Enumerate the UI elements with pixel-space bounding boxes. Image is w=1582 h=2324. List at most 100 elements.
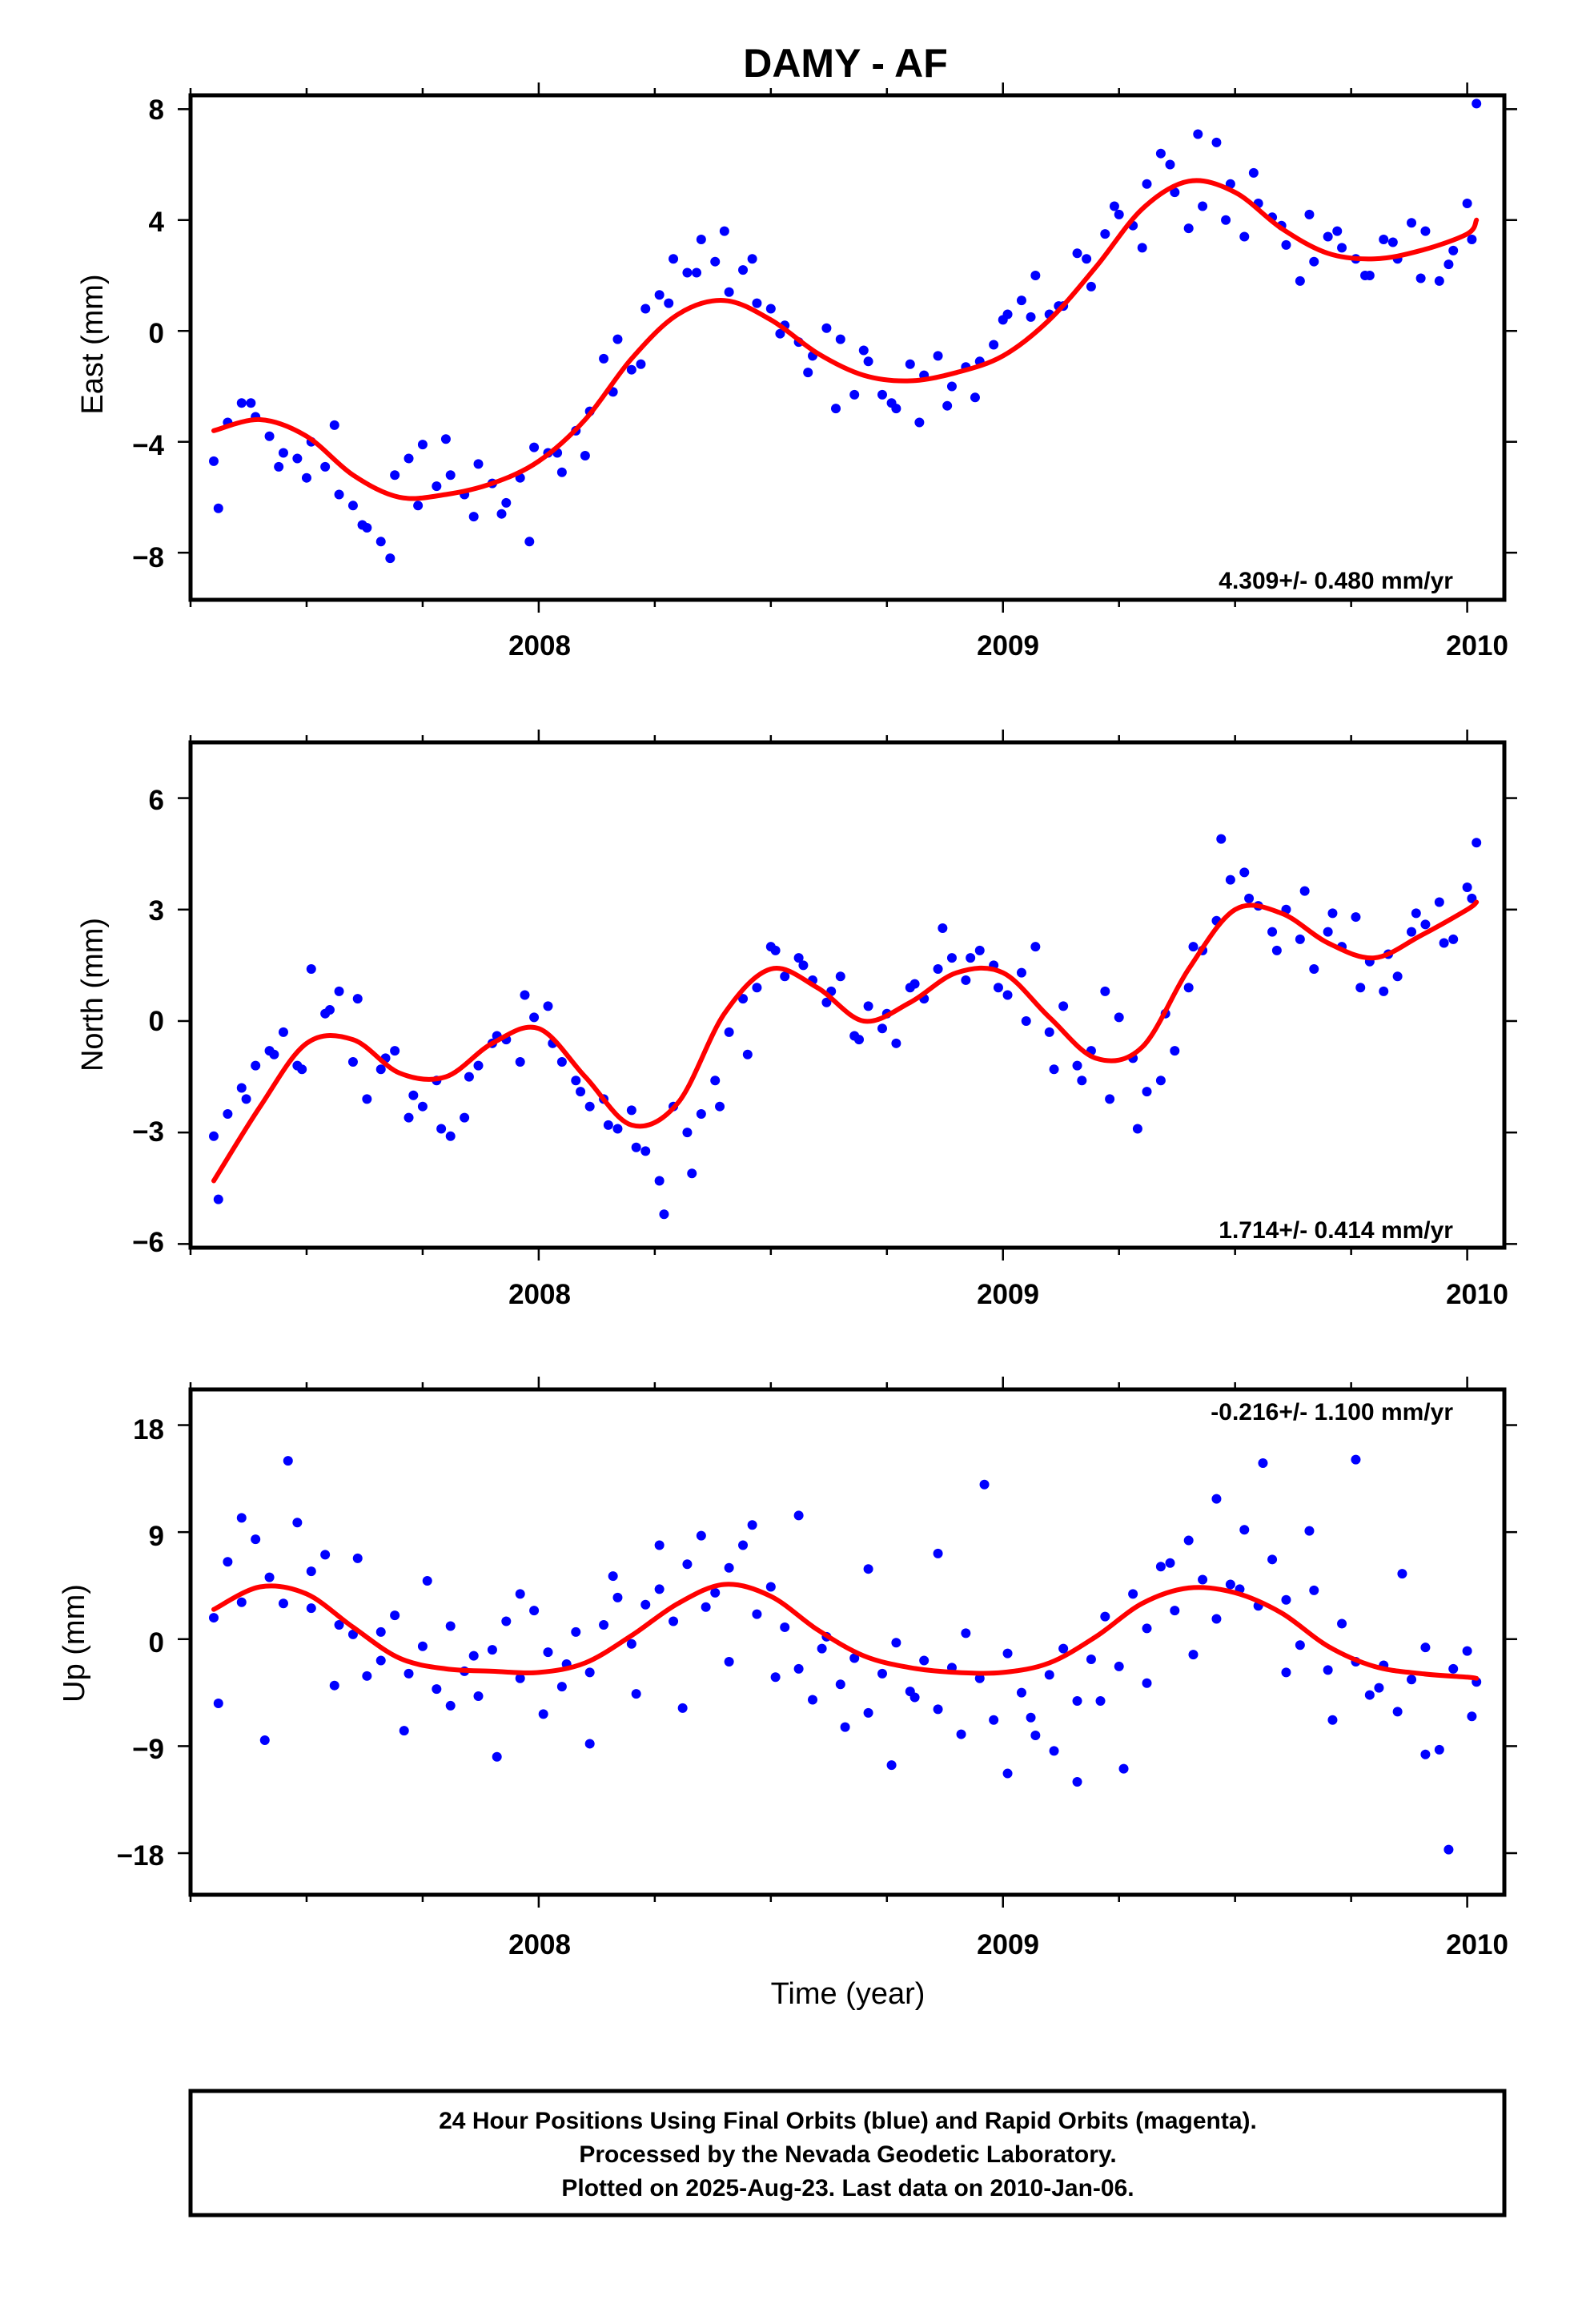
data-point: [863, 1001, 873, 1011]
data-point: [1105, 1094, 1115, 1104]
data-point: [1379, 986, 1389, 996]
data-point: [1462, 1646, 1472, 1656]
data-point: [863, 356, 873, 367]
data-point: [626, 1638, 636, 1649]
data-point: [1058, 1643, 1069, 1654]
data-point: [1100, 1611, 1110, 1622]
data-point: [1434, 897, 1444, 907]
data-point: [515, 1673, 525, 1683]
data-point: [1082, 254, 1092, 264]
data-point: [1244, 893, 1255, 903]
data-point: [654, 1540, 665, 1550]
data-point: [1002, 1768, 1013, 1779]
data-point: [417, 1101, 428, 1112]
data-point: [798, 960, 809, 971]
data-point: [1420, 226, 1431, 236]
data-point: [1030, 271, 1041, 280]
data-point: [1109, 201, 1119, 211]
data-point: [1295, 1640, 1305, 1651]
data-point: [324, 1005, 335, 1015]
data-point: [468, 512, 479, 522]
data-point: [297, 1064, 307, 1075]
data-point: [1058, 1001, 1069, 1011]
data-point: [543, 1001, 553, 1011]
data-point: [738, 1540, 749, 1550]
x-tick-label: 2009: [977, 630, 1039, 661]
data-point: [352, 994, 363, 1004]
y-tick-label: 18: [133, 1414, 164, 1445]
data-point: [692, 267, 702, 278]
data-point: [710, 1076, 721, 1086]
data-point: [1114, 1661, 1124, 1671]
data-point: [223, 1557, 233, 1567]
data-point: [520, 990, 530, 1000]
data-point: [891, 1638, 901, 1648]
data-point: [1407, 218, 1417, 228]
data-point: [213, 1194, 223, 1204]
data-point: [1467, 235, 1477, 244]
data-point: [1128, 1589, 1138, 1599]
data-point: [1114, 1012, 1124, 1023]
data-point: [1374, 1683, 1384, 1693]
data-point: [334, 1619, 344, 1630]
data-point: [440, 434, 451, 444]
data-point: [1193, 129, 1203, 139]
data-point: [719, 226, 729, 236]
data-point: [556, 467, 567, 477]
data-point: [515, 1589, 525, 1599]
points-north: [208, 834, 1482, 1220]
data-point: [793, 953, 804, 963]
data-point: [347, 1629, 358, 1639]
data-point: [752, 1609, 762, 1619]
data-point: [966, 953, 976, 963]
data-point: [835, 334, 845, 344]
data-point: [891, 1038, 901, 1048]
y-tick-label: −8: [132, 542, 164, 573]
data-point: [858, 345, 869, 356]
data-point: [1188, 1650, 1199, 1660]
data-point: [1211, 1494, 1222, 1504]
data-point: [292, 1518, 303, 1528]
data-point: [669, 254, 679, 264]
data-point: [770, 1672, 781, 1683]
data-point: [1360, 271, 1371, 280]
data-point: [654, 1584, 665, 1594]
data-point: [571, 1626, 581, 1637]
data-point: [1216, 834, 1227, 844]
plot-east: [178, 82, 1517, 613]
data-point: [501, 1616, 512, 1626]
data-point: [1100, 986, 1110, 996]
data-point: [208, 456, 219, 466]
data-point: [1295, 934, 1305, 944]
data-point: [1323, 1665, 1333, 1675]
y-tick-labels-up: 18 9 0 −9 −18: [117, 1414, 164, 1872]
data-point: [1198, 1574, 1208, 1585]
data-point: [278, 448, 288, 458]
data-point: [362, 1094, 372, 1104]
data-point: [352, 1553, 363, 1563]
data-point: [626, 364, 636, 375]
data-point: [724, 1027, 734, 1037]
data-point: [556, 1057, 567, 1068]
data-point: [752, 298, 762, 308]
data-point: [1002, 1648, 1013, 1659]
data-point: [793, 1510, 804, 1521]
data-point: [274, 461, 284, 472]
footer-frame: [188, 2089, 1507, 2217]
data-point: [445, 1700, 456, 1711]
x-tick-label: 2008: [508, 630, 571, 661]
data-point: [1044, 1670, 1054, 1680]
rate-label-north: 1.714+/- 0.414 mm/yr: [1219, 1217, 1453, 1244]
footer-line-1: 24 Hour Positions Using Final Orbits (bl…: [439, 2108, 1257, 2134]
data-point: [612, 1124, 623, 1134]
data-point: [422, 1576, 432, 1586]
footer-box: 24 Hour Positions Using Final Orbits (bl…: [188, 2089, 1507, 2217]
data-point: [223, 1108, 233, 1119]
data-point: [877, 389, 887, 400]
data-point: [849, 1653, 860, 1663]
data-point: [1448, 934, 1459, 944]
data-point: [1198, 201, 1208, 211]
x-tick-labels-north: 2008 2009 2010: [508, 1279, 1508, 1310]
data-point: [1142, 179, 1152, 189]
plot-frame: [188, 740, 1507, 1250]
